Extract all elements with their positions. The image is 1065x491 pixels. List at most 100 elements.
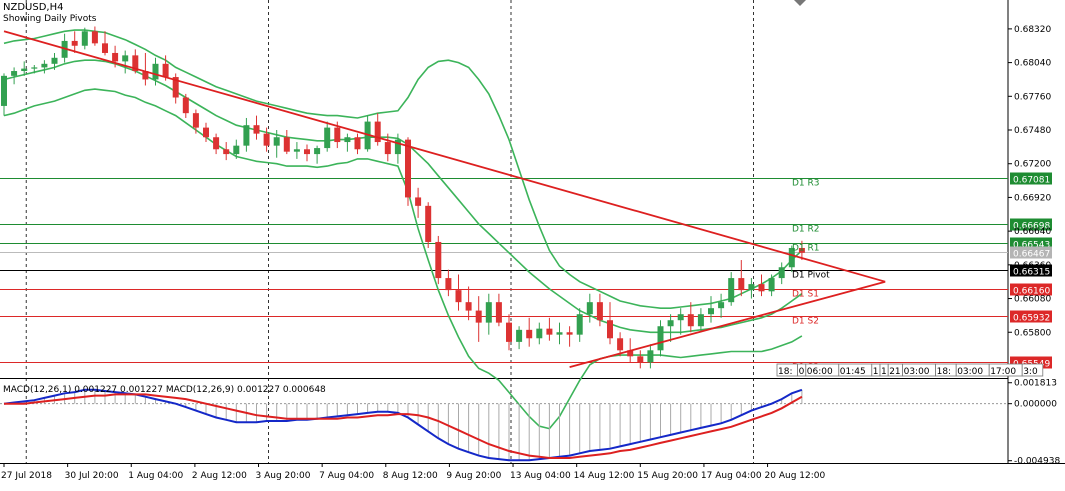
candle[interactable] [182, 93, 189, 118]
candle[interactable] [536, 322, 543, 345]
chart-shift-icon[interactable] [794, 0, 806, 6]
candle[interactable] [526, 317, 533, 347]
candle[interactable] [738, 260, 745, 297]
candle[interactable] [324, 121, 331, 152]
candle-body [132, 55, 139, 72]
candle[interactable] [546, 317, 553, 341]
candle[interactable] [657, 320, 664, 357]
candle-body [91, 31, 98, 44]
candle[interactable] [758, 274, 765, 297]
candle[interactable] [415, 187, 422, 218]
candle[interactable] [697, 308, 704, 333]
candle[interactable] [748, 278, 755, 299]
candle[interactable] [607, 302, 613, 345]
candle[interactable] [203, 122, 209, 143]
candle[interactable] [465, 286, 472, 321]
candle-body [566, 332, 573, 335]
candle[interactable] [617, 332, 624, 357]
candle[interactable] [405, 137, 411, 206]
candle[interactable] [283, 130, 290, 155]
candle[interactable] [122, 50, 129, 74]
candle[interactable] [425, 202, 432, 248]
candle[interactable] [192, 109, 199, 134]
candle[interactable] [445, 269, 452, 297]
candle[interactable] [647, 344, 654, 369]
candle[interactable] [667, 314, 674, 342]
candle-body [425, 205, 432, 242]
candle[interactable] [718, 293, 725, 318]
candle-body [617, 338, 624, 351]
candle-body [31, 67, 38, 69]
candle[interactable] [475, 296, 482, 342]
candle[interactable] [273, 130, 280, 158]
candle[interactable] [344, 133, 351, 152]
candle-body [748, 284, 755, 291]
candle-body [122, 55, 129, 62]
candle[interactable] [41, 60, 48, 74]
candle[interactable] [81, 27, 88, 50]
candle[interactable] [556, 322, 563, 345]
candle[interactable] [172, 73, 179, 104]
candle-body [243, 125, 250, 146]
candle[interactable] [31, 65, 38, 74]
candle[interactable] [596, 293, 603, 327]
candle[interactable] [506, 314, 512, 351]
candle[interactable] [394, 133, 401, 164]
candle[interactable] [485, 293, 492, 335]
trendline[interactable] [3, 30, 886, 283]
candle[interactable] [51, 52, 58, 70]
candle[interactable] [798, 240, 805, 261]
candle[interactable] [778, 262, 785, 285]
macd-title: MACD(12,26,1) 0.001227 0.001227 MACD(12,… [3, 385, 326, 395]
indicator-note: Showing Daily Pivots [3, 14, 97, 24]
candle[interactable] [566, 326, 573, 347]
candle[interactable] [142, 52, 149, 86]
candle[interactable] [91, 26, 98, 46]
candle[interactable] [374, 113, 381, 146]
trendlines[interactable] [3, 30, 886, 369]
candle[interactable] [435, 235, 442, 285]
candle[interactable] [213, 133, 220, 155]
pivot-price-label: 0.66315 [1013, 268, 1050, 278]
candle[interactable] [677, 308, 684, 335]
trendline[interactable] [569, 280, 886, 369]
pivot-price-label: 0.65932 [1013, 314, 1050, 324]
candle[interactable] [253, 115, 260, 140]
candle[interactable] [384, 133, 391, 162]
candle[interactable] [516, 326, 523, 350]
candle[interactable] [768, 274, 775, 297]
candlestick-series[interactable] [1, 26, 805, 369]
candle[interactable] [102, 31, 108, 56]
candle[interactable] [495, 293, 502, 327]
candle[interactable] [293, 142, 300, 159]
price-tick-label: 0.67760 [1014, 92, 1051, 102]
candle[interactable] [21, 61, 28, 76]
time-marker-label: 3:0 [1023, 367, 1038, 377]
candle[interactable] [223, 142, 230, 161]
time-marker-label: 03:00 [904, 367, 930, 377]
candle[interactable] [71, 31, 78, 53]
candle[interactable] [304, 144, 310, 162]
candle[interactable] [455, 274, 462, 311]
time-marker-label: 1 [873, 367, 879, 377]
candle[interactable] [708, 296, 714, 323]
candle[interactable] [586, 293, 593, 323]
candle-body [647, 350, 654, 363]
candle[interactable] [263, 127, 270, 152]
candle[interactable] [637, 350, 644, 369]
candle[interactable] [788, 245, 795, 273]
candle-body [778, 267, 785, 279]
candle[interactable] [576, 308, 583, 342]
candle[interactable] [728, 272, 735, 306]
candle[interactable] [314, 145, 321, 164]
candle[interactable] [354, 133, 361, 155]
candle[interactable] [233, 139, 240, 159]
candle[interactable] [243, 117, 250, 152]
price-tick-label: 0.65800 [1014, 328, 1051, 338]
candle[interactable] [11, 67, 18, 85]
candle[interactable] [1, 73, 7, 116]
candle-body [314, 148, 321, 155]
candle[interactable] [152, 57, 159, 86]
symbol-title: NZDUSD,H4 [3, 2, 63, 13]
candle[interactable] [687, 302, 694, 333]
